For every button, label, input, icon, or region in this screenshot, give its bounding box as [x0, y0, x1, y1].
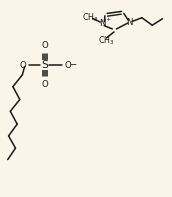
Text: −: −	[69, 59, 76, 69]
Text: O: O	[64, 60, 71, 70]
Text: O: O	[19, 60, 26, 70]
Text: N: N	[99, 19, 106, 28]
Text: CH$_3$: CH$_3$	[98, 35, 114, 47]
Text: CH$_3$: CH$_3$	[82, 11, 99, 24]
Text: N: N	[127, 18, 133, 27]
Text: O: O	[41, 80, 48, 89]
Text: +: +	[105, 17, 110, 22]
Text: O: O	[41, 41, 48, 50]
Text: S: S	[41, 60, 48, 70]
